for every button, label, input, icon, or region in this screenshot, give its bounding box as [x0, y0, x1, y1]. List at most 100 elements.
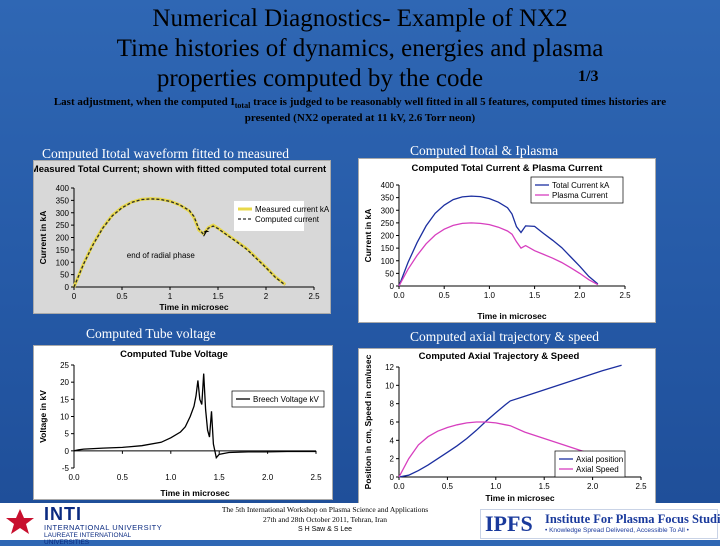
x-tick-label: 0.5 — [116, 292, 128, 301]
inti-subtitle-1: INTERNATIONAL UNIVERSITY — [44, 523, 163, 532]
inti-emblem-icon — [6, 509, 34, 534]
y-tick-label: 300 — [56, 209, 70, 218]
x-tick-label: 2.0 — [262, 473, 274, 482]
x-tick-label: 1.0 — [490, 482, 502, 491]
y-tick-label: 2 — [390, 455, 395, 464]
x-tick-label: 0.5 — [439, 291, 451, 300]
caption-top-right: Computed Itotal & Iplasma — [410, 143, 559, 158]
y-tick-label: 4 — [390, 436, 395, 445]
x-tick-label: 1.5 — [529, 291, 541, 300]
conference-info: The 5th International Workshop on Plasma… — [180, 505, 470, 535]
y-tick-label: 400 — [56, 184, 70, 193]
y-axis-label: Current in kA — [363, 209, 373, 263]
note-text-b: trace is judged to be reasonably well fi… — [244, 96, 667, 125]
y-tick-label: 150 — [56, 246, 70, 255]
x-tick-label: 2.0 — [587, 482, 599, 491]
inti-logo: INTI INTERNATIONAL UNIVERSITY LAUREATE I… — [0, 503, 170, 546]
series-line-2 — [398, 222, 599, 287]
chart-tube-voltage: Computed Tube Voltage -5 0 5 10 15 20 25 0.0 0.5 1… — [38, 349, 325, 498]
slide-note: Last adjustment, when the computed Itota… — [40, 96, 680, 125]
chart-title: Computed Axial Trajectory & Speed — [419, 351, 580, 362]
ipfs-full-name: Institute For Plasma Focus Studies — [545, 512, 720, 526]
chart-panel-3: Computed Tube Voltage -5 0 5 10 15 20 25 0.0 0.5 1… — [33, 345, 333, 500]
legend-label: Plasma Current — [552, 191, 608, 200]
y-tick-label: 15 — [60, 395, 69, 404]
chart-title: Computed Total Current & Plasma Current — [412, 163, 604, 174]
y-tick-label: 20 — [60, 378, 69, 387]
legend-box — [554, 450, 626, 478]
x-tick-label: 2.5 — [308, 292, 320, 301]
slide-title: Numerical Diagnostics- Example of NX2 Ti… — [0, 4, 720, 94]
chart-title: Input: Measured Total Current; shown wit… — [34, 164, 327, 175]
y-tick-label: 0 — [65, 283, 70, 292]
inti-subtitle-2: LAUREATE INTERNATIONAL UNIVERSITIES — [44, 532, 131, 546]
y-tick-label: 350 — [381, 194, 395, 203]
y-tick-label: 300 — [381, 206, 395, 215]
legend-label: Computed current — [255, 215, 320, 224]
legend-box — [234, 201, 304, 231]
note-text-a: Last adjustment, when the computed I — [53, 96, 235, 108]
x-tick-label: 0.5 — [117, 473, 129, 482]
y-tick-label: 12 — [385, 363, 394, 372]
x-tick-label: 1.5 — [212, 292, 224, 301]
chart-measured-current: Input: Measured Total Current; shown wit… — [34, 161, 330, 313]
x-tick-label: 1.0 — [484, 291, 496, 300]
x-tick-label: 2.5 — [619, 291, 631, 300]
chart-panel-1: Input: Measured Total Current; shown wit… — [33, 160, 331, 314]
y-tick-label: 0 — [65, 447, 70, 456]
x-tick-label: 2.5 — [310, 473, 322, 482]
conference-line-2: 27th and 28th October 2011, Tehran, Iran — [262, 515, 388, 524]
y-tick-label: 200 — [56, 234, 70, 243]
y-tick-label: 50 — [385, 269, 394, 278]
chart-title: Computed Tube Voltage — [120, 349, 228, 360]
y-axis-label: Position in cm, Speed in cm/usec — [363, 354, 373, 489]
series-line-2 — [398, 421, 622, 478]
x-tick-label: 1.5 — [214, 473, 226, 482]
annotation-arrowhead — [203, 230, 210, 233]
ipfs-acronym: IPFS — [485, 511, 533, 536]
y-tick-label: 100 — [56, 258, 70, 267]
conference-line-1: The 5th International Workshop on Plasma… — [221, 505, 429, 514]
legend-label: Total Current kA — [552, 181, 610, 190]
y-tick-label: 250 — [56, 221, 70, 230]
y-axis-label: Voltage in kV — [38, 390, 48, 443]
legend-box — [530, 176, 624, 204]
y-tick-label: 350 — [56, 196, 70, 205]
title-line-1: Numerical Diagnostics- Example of NX2 — [152, 5, 568, 32]
x-tick-label: 0.0 — [393, 482, 405, 491]
series-line-2 — [73, 198, 286, 288]
legend-label: Axial position — [576, 455, 623, 464]
plot-area — [74, 365, 316, 468]
y-tick-label: 250 — [381, 219, 395, 228]
chart-panel-2: Computed Total Current & Plasma Current 0… — [358, 158, 656, 323]
ipfs-tagline: • Knowledge Spread Delivered, Accessible… — [545, 527, 689, 534]
x-axis-label: Time in microsec — [485, 493, 555, 503]
conference-authors: S H Saw & S Lee — [297, 526, 353, 533]
y-tick-label: 10 — [385, 381, 394, 390]
note-subscript: total — [234, 101, 251, 111]
x-tick-label: 2.0 — [574, 291, 586, 300]
y-tick-label: -5 — [62, 464, 70, 473]
x-axis-label: Time in microsec — [160, 488, 230, 498]
annotation-arrow — [203, 231, 207, 237]
ipfs-logo: IPFS Institute For Plasma Focus Studies … — [480, 509, 720, 539]
x-axis-label: Time in microsec — [477, 311, 547, 321]
caption-top-left: Computed Itotal waveform fitted to measu… — [42, 146, 290, 161]
y-tick-label: 5 — [65, 430, 70, 439]
legend-label: Breech Voltage kV — [253, 395, 319, 404]
chart-total-plasma-current: Computed Total Current & Plasma Current 0… — [363, 163, 631, 321]
chart-annotation: end of radial phase — [127, 251, 196, 260]
y-tick-label: 0 — [390, 473, 395, 482]
y-tick-label: 100 — [381, 257, 395, 266]
inti-name: INTI — [44, 504, 82, 524]
x-tick-label: 0.0 — [68, 473, 80, 482]
y-tick-label: 0 — [390, 282, 395, 291]
slide-number: 1/3 — [578, 68, 599, 85]
title-line-2: Time histories of dynamics, energies and… — [116, 35, 604, 62]
x-axis-label: Time in microsec — [159, 302, 229, 312]
x-tick-label: 1.0 — [165, 473, 177, 482]
x-tick-label: 1.5 — [539, 482, 551, 491]
chart-axial-trajectory: Computed Axial Trajectory & Speed 0 2 4 6 8 10… — [363, 351, 647, 503]
y-tick-label: 200 — [381, 232, 395, 241]
y-tick-label: 6 — [390, 418, 395, 427]
